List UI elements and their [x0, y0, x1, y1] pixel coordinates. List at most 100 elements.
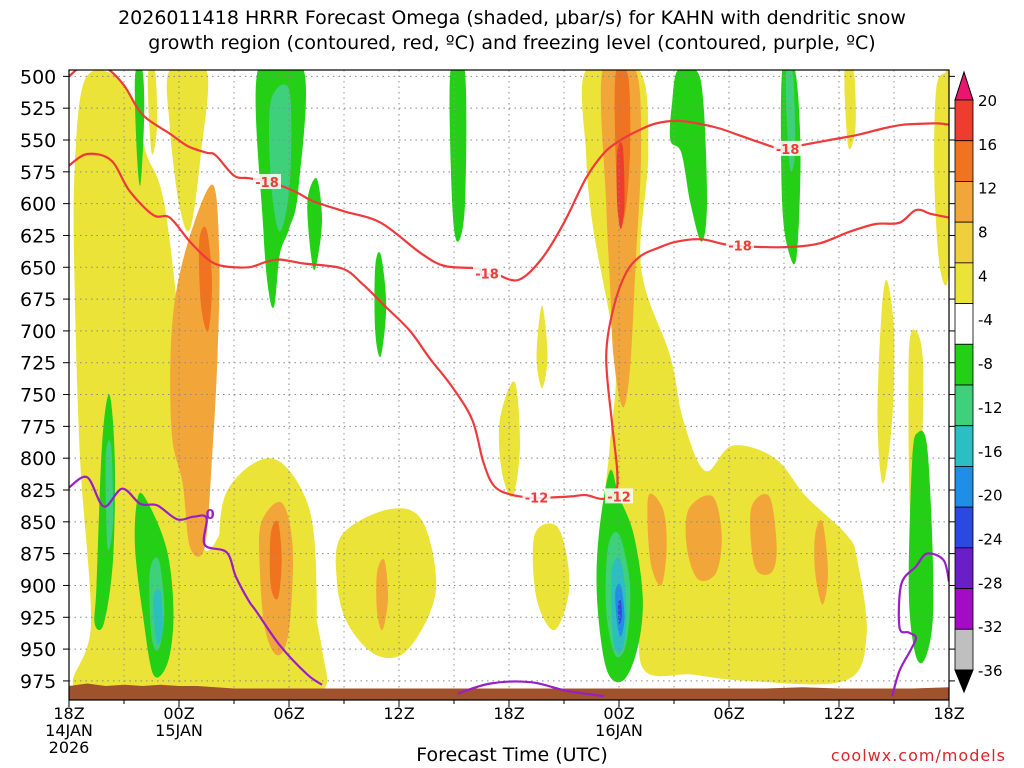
- x-tick-label: 18Z: [53, 704, 84, 723]
- omega-region-36: [908, 430, 934, 664]
- colorbar-box: [954, 628, 974, 671]
- chart-title-line-2: growth region (contoured, red, ºC) and f…: [148, 32, 876, 54]
- omega-region-34: [669, 70, 708, 242]
- omega-region-45: [618, 599, 622, 625]
- dendritic-contour-label: -18: [475, 268, 499, 283]
- x-tick-label: 18Z: [493, 704, 524, 723]
- dendritic-contour-label: -18: [728, 240, 752, 255]
- y-tick-label: 975: [20, 671, 56, 693]
- colorbar-label: -28: [978, 574, 1003, 592]
- contour-label-bg: [522, 489, 551, 505]
- x-axis-label: Forecast Time (UTC): [416, 744, 608, 766]
- colorbar-box: [954, 343, 974, 386]
- colorbar-box: [954, 547, 974, 589]
- x-tick-label: 00Z: [163, 704, 194, 723]
- contour-label-bg: [473, 265, 501, 281]
- y-tick-label: 600: [20, 194, 56, 216]
- colorbar-label: -12: [978, 399, 1003, 417]
- terrain-fill: [69, 683, 949, 700]
- omega-region-20: [750, 494, 777, 575]
- dendritic-contours-layer: -18 -18 -12 -18 -18 -12: [69, 70, 949, 507]
- y-tick-label: 925: [20, 607, 56, 629]
- x-tick-year: 2026: [49, 738, 90, 757]
- y-tick-label: 675: [20, 289, 56, 311]
- omega-region-23: [269, 520, 282, 600]
- freezing-level-contour-0: [69, 475, 323, 686]
- x-tick-label: 12Z: [383, 704, 414, 723]
- colorbar-bottom-arrow: [954, 669, 974, 694]
- colorbar-box: [954, 506, 974, 549]
- x-tick-date: 15JAN: [155, 721, 203, 740]
- omega-region-1: [166, 70, 209, 232]
- y-tick-label: 725: [20, 353, 56, 375]
- y-tick-label: 500: [20, 66, 56, 88]
- colorbar-top-arrow: [954, 70, 974, 101]
- colorbar-box: [954, 303, 974, 345]
- y-tick-label: 900: [20, 575, 56, 597]
- dendritic-contour-label: -18: [776, 143, 800, 158]
- y-tick-label: 825: [20, 480, 56, 502]
- colorbar: 20 16 12 8 4 -4 -8 -12 -16 -20 -24 -28 -32 -36: [954, 70, 1003, 694]
- dendritic-contour-label: -12: [607, 490, 631, 505]
- colorbar-label: 4: [978, 267, 988, 285]
- colorbar-label: 8: [978, 224, 988, 242]
- omega-region-37: [268, 84, 292, 232]
- omega-region-21: [814, 519, 828, 605]
- y-tick-label: 850: [20, 512, 56, 534]
- colorbar-box: [954, 425, 974, 467]
- x-tick-label: 06Z: [273, 704, 304, 723]
- omega-region-17: [600, 70, 642, 408]
- colorbar-label: -36: [978, 662, 1003, 680]
- colorbar-box: [954, 466, 974, 508]
- freezing-level-contour-2: [891, 552, 949, 697]
- omega-region-16: [376, 558, 389, 631]
- colorbar-label: -8: [978, 355, 993, 373]
- colorbar-box: [954, 181, 974, 223]
- y-tick-label: 875: [20, 544, 56, 566]
- axis-layer: 500 525 550 575 600 625 650 675 700 725 750 775 800 8…: [20, 66, 965, 757]
- y-tick-label: 700: [20, 321, 56, 343]
- dendritic-contour-label: -18: [255, 176, 279, 191]
- y-tick-label: 950: [20, 639, 56, 661]
- omega-region-19: [685, 495, 722, 581]
- grid-layer: [69, 70, 949, 700]
- omega-region-38: [105, 440, 114, 551]
- dendritic-contour-0: [69, 70, 949, 282]
- x-tick-date: 14JAN: [45, 721, 93, 740]
- contour-label-bg: [605, 488, 633, 504]
- omega-region-43: [153, 589, 163, 645]
- omega-shading-layer: [72, 70, 949, 699]
- colorbar-box: [954, 588, 974, 630]
- colorbar-label: 12: [978, 180, 997, 198]
- omega-region-12: [147, 70, 158, 155]
- omega-region-18: [647, 493, 667, 586]
- y-tick-label: 550: [20, 130, 56, 152]
- omega-region-8: [877, 279, 895, 484]
- y-tick-label: 650: [20, 257, 56, 279]
- colorbar-box: [954, 384, 974, 427]
- omega-region-5: [532, 523, 570, 631]
- y-tick-label: 575: [20, 162, 56, 184]
- omega-region-13: [119, 454, 130, 580]
- y-tick-label: 525: [20, 98, 56, 120]
- x-tick-label: 00Z: [603, 704, 634, 723]
- colorbar-box: [954, 99, 974, 142]
- colorbar-label: -4: [978, 311, 993, 329]
- contour-label-bg: [726, 237, 754, 253]
- x-tick-label: 06Z: [713, 704, 744, 723]
- x-tick-label: 18Z: [933, 704, 964, 723]
- terrain-layer: [69, 683, 949, 700]
- colorbar-box: [954, 262, 974, 304]
- y-tick-label: 625: [20, 225, 56, 247]
- omega-region-30: [307, 177, 323, 271]
- omega-region-32: [449, 70, 467, 242]
- freezing-level-label: 0: [206, 508, 215, 523]
- x-tick-date: 16JAN: [595, 721, 643, 740]
- contour-label-bg: [253, 174, 281, 189]
- omega-region-10: [934, 70, 949, 286]
- colorbar-label: -16: [978, 443, 1003, 461]
- dendritic-contour-label: -12: [525, 492, 549, 507]
- colorbar-box: [954, 140, 974, 182]
- freezing-level-contour-1: [457, 680, 605, 698]
